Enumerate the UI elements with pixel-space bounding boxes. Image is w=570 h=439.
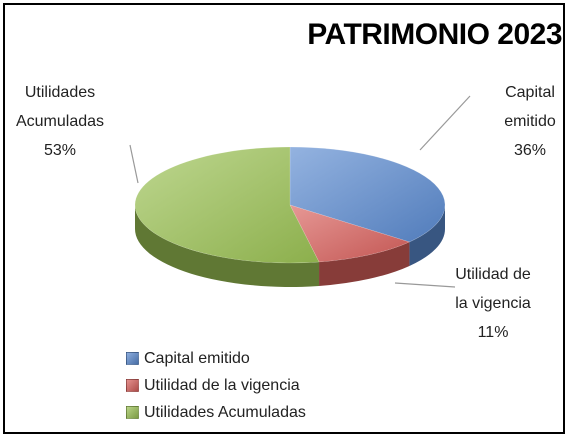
legend-swatch bbox=[126, 406, 139, 419]
pie-side bbox=[409, 205, 446, 266]
legend-label: Utilidad de la vigencia bbox=[144, 377, 300, 394]
legend-item: Capital emitido bbox=[126, 345, 306, 372]
leader-line bbox=[394, 282, 456, 288]
data-label: Utilidad de la vigencia 11% bbox=[451, 260, 535, 347]
data-label-name: Utilidad de la vigencia bbox=[455, 266, 531, 312]
legend-item: Utilidades Acumuladas bbox=[126, 399, 306, 426]
leader-line bbox=[419, 95, 471, 151]
data-label-name: Utilidades Acumuladas bbox=[15, 84, 105, 130]
data-label-value: 36% bbox=[513, 142, 547, 159]
legend: Capital emitido Utilidad de la vigencia Ut… bbox=[126, 345, 306, 426]
legend-label: Utilidades Acumuladas bbox=[144, 404, 306, 421]
legend-label: Capital emitido bbox=[144, 350, 250, 367]
pie-side bbox=[319, 241, 410, 286]
legend-item: Utilidad de la vigencia bbox=[126, 372, 306, 399]
chart-title: PATRIMONIO 2023 bbox=[307, 18, 562, 51]
pie-slice bbox=[134, 146, 320, 264]
data-label: Utilidades Acumuladas 53% bbox=[5, 78, 115, 165]
data-label: Capital emitido 36% bbox=[488, 78, 570, 165]
data-label-value: 11% bbox=[477, 324, 509, 341]
pie-slice bbox=[289, 204, 411, 263]
leader-line bbox=[129, 144, 139, 184]
chart-frame bbox=[3, 3, 565, 434]
data-label-name: Capital emitido bbox=[504, 84, 556, 130]
pie-slice bbox=[289, 146, 446, 243]
legend-swatch bbox=[126, 379, 139, 392]
data-label-value: 53% bbox=[43, 142, 77, 159]
pie-side bbox=[135, 205, 320, 287]
legend-swatch bbox=[126, 352, 139, 365]
